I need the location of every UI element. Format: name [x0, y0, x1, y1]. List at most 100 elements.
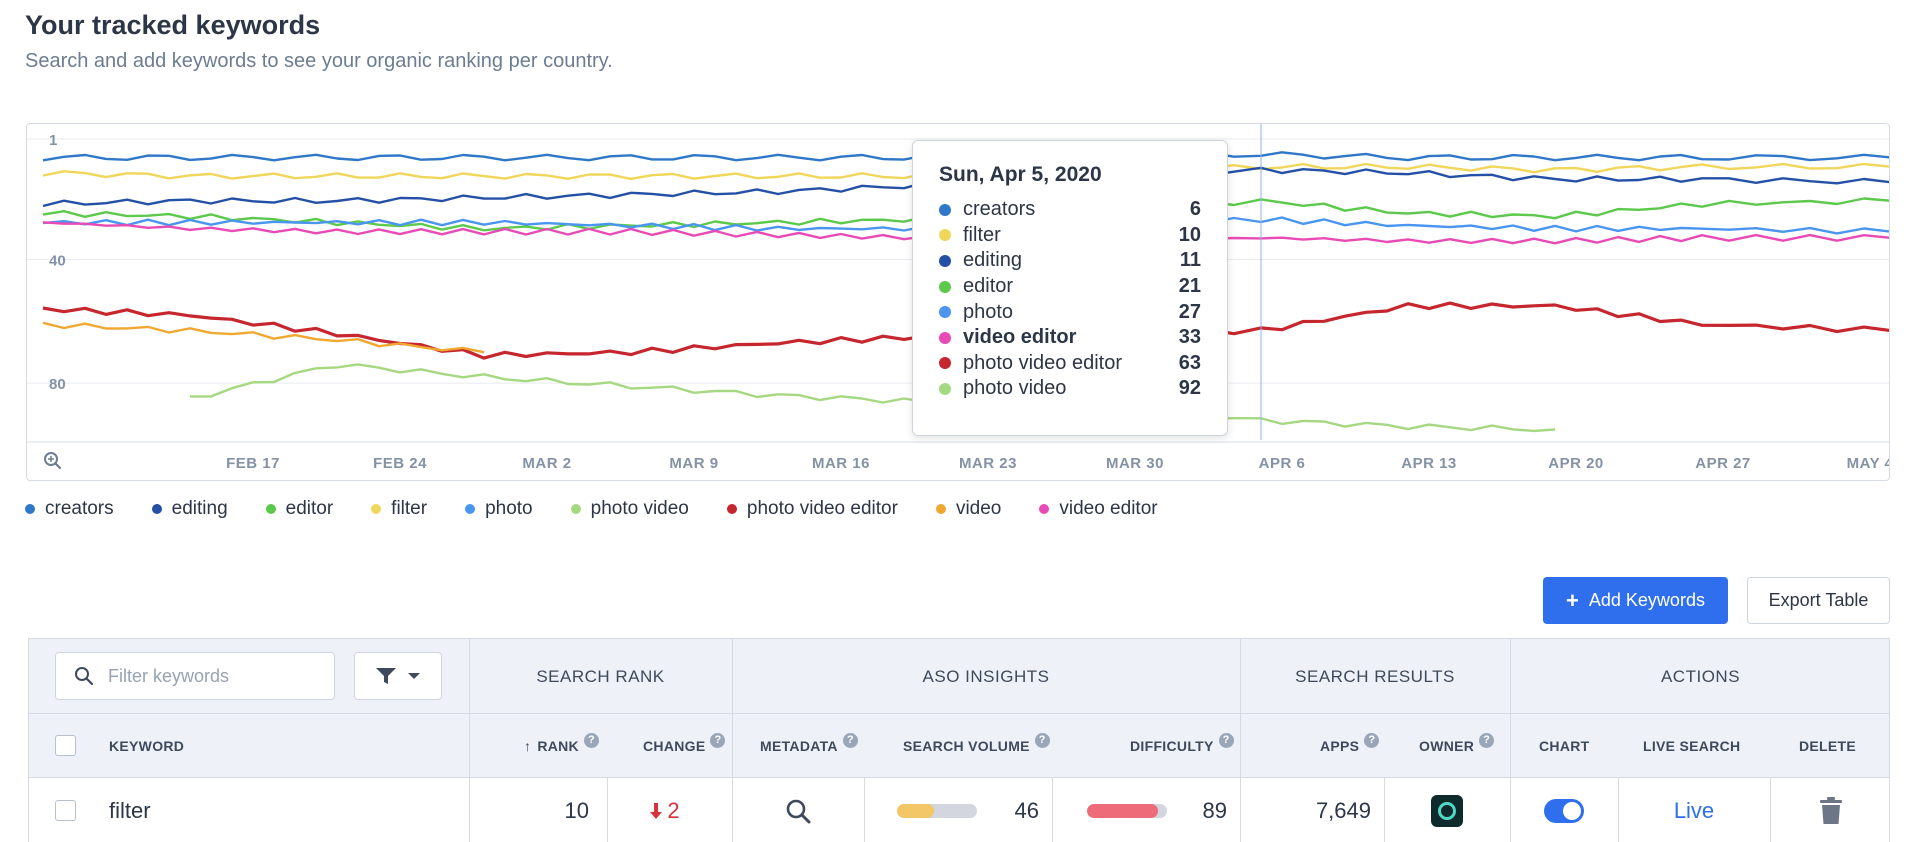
tooltip-series-value: 10 [1178, 223, 1201, 246]
col-chart: CHART [1539, 714, 1590, 778]
legend-dot [371, 504, 382, 514]
chart-legend: creators editing editor filter photo photo vi… [25, 498, 1196, 520]
tooltip-row: photo video editor 63 [939, 351, 1201, 377]
tooltip-row: editing 11 [939, 248, 1201, 274]
page-title: Your tracked keywords [25, 10, 321, 40]
zoom-icon[interactable] [44, 452, 62, 470]
legend-dot [726, 504, 737, 514]
page-subtitle: Search and add keywords to see your orga… [25, 50, 613, 72]
col-search-volume[interactable]: SEARCH VOLUME? [903, 714, 1050, 778]
divider [732, 639, 733, 842]
col-rank[interactable]: ↑ RANK? [524, 714, 599, 778]
series-line-video [42, 321, 485, 354]
x-tick-label: APR 20 [1548, 455, 1604, 472]
filter-keywords-field[interactable] [55, 652, 335, 700]
legend-label: photo [485, 498, 533, 519]
tooltip-date: Sun, Apr 5, 2020 [939, 163, 1102, 186]
legend-label: photo video editor [746, 498, 898, 519]
legend-label: photo video [590, 498, 689, 519]
arrow-down-icon [650, 802, 663, 819]
app-icon [1431, 794, 1463, 827]
col-change[interactable]: CHANGE? [643, 714, 726, 778]
legend-item[interactable]: creators [25, 498, 114, 520]
help-icon[interactable]: ? [1034, 732, 1050, 748]
divider [864, 778, 865, 842]
col-live-search: LIVE SEARCH [1643, 714, 1740, 778]
legend-item[interactable]: photo [465, 498, 533, 520]
col-difficulty[interactable]: DIFFICULTY? [1130, 714, 1234, 778]
help-icon[interactable]: ? [583, 732, 599, 748]
series-dot [939, 203, 951, 216]
help-icon[interactable]: ? [710, 732, 726, 748]
legend-item[interactable]: video [935, 498, 1002, 520]
legend-item[interactable]: editor [265, 498, 333, 520]
select-all-checkbox[interactable] [55, 735, 76, 756]
sort-arrow-icon: ↑ [524, 738, 532, 754]
export-table-button[interactable]: Export Table [1747, 577, 1890, 624]
legend-item[interactable]: photo video [570, 498, 689, 520]
legend-dot [570, 504, 581, 514]
group-search-results: SEARCH RESULTS [1295, 666, 1455, 686]
series-dot [939, 331, 951, 344]
legend-item[interactable]: filter [371, 498, 427, 520]
tooltip-series-name: photo [963, 300, 1014, 323]
difficulty-bar [1087, 803, 1167, 818]
x-tick-label: APR 13 [1401, 455, 1457, 472]
legend-dot [1039, 504, 1050, 514]
search-volume-value: 46 [1014, 797, 1039, 823]
help-icon[interactable]: ? [1364, 732, 1380, 748]
tooltip-row: creators 6 [939, 197, 1201, 223]
legend-dot [151, 504, 162, 514]
tooltip-series-value: 33 [1178, 326, 1201, 349]
search-icon[interactable] [785, 798, 811, 824]
search-icon [75, 667, 94, 686]
col-chart-label: CHART [1539, 738, 1590, 754]
chart-toggle[interactable] [1544, 798, 1584, 823]
legend-item[interactable]: photo video editor [726, 498, 898, 520]
x-tick-label: MAR 23 [959, 455, 1017, 472]
series-dot [939, 357, 951, 370]
tooltip-series-name: filter [963, 223, 1001, 246]
col-delete: DELETE [1799, 714, 1856, 778]
col-apps-label: APPS [1320, 738, 1360, 754]
trash-icon[interactable] [1819, 796, 1843, 825]
tooltip-series-value: 92 [1178, 377, 1201, 400]
search-volume-cell: 46 [897, 778, 1039, 842]
legend-item[interactable]: video editor [1039, 498, 1158, 520]
legend-dot [265, 504, 276, 514]
live-search-link[interactable]: Live [1673, 797, 1715, 823]
row-checkbox[interactable] [55, 800, 76, 821]
help-icon[interactable]: ? [1218, 732, 1234, 748]
tooltip-series-name: photo video editor [963, 351, 1123, 374]
filter-keywords-input[interactable] [108, 665, 308, 687]
x-tick-label: MAR 30 [1106, 455, 1164, 472]
x-tick-label: MAR 2 [522, 455, 571, 472]
series-dot [939, 306, 951, 319]
legend-dot [465, 504, 476, 514]
col-difficulty-label: DIFFICULTY [1130, 738, 1214, 754]
filter-dropdown-button[interactable] [354, 652, 442, 700]
legend-label: video [955, 498, 1002, 519]
legend-label: filter [391, 498, 428, 519]
help-icon[interactable]: ? [1479, 732, 1495, 748]
col-delete-label: DELETE [1799, 738, 1857, 754]
divider [469, 639, 470, 842]
help-icon[interactable]: ? [842, 732, 858, 748]
filter-icon [376, 668, 396, 684]
legend-label: video editor [1059, 498, 1158, 519]
metadata-cell[interactable] [732, 778, 864, 842]
add-keywords-label: Add Keywords [1588, 590, 1705, 610]
col-owner[interactable]: OWNER? [1419, 714, 1495, 778]
tooltip-series-name: photo video [963, 377, 1067, 400]
y-tick-label: 1 [49, 132, 57, 149]
legend-item[interactable]: editing [151, 498, 228, 520]
keywords-table: SEARCH RANK ASO INSIGHTS SEARCH RESULTS … [28, 638, 1890, 842]
col-apps[interactable]: APPS? [1320, 714, 1380, 778]
keyword-cell: filter [109, 797, 151, 823]
rank-cell: 10 [564, 797, 589, 823]
col-keyword[interactable]: KEYWORD [109, 714, 184, 778]
add-keywords-button[interactable]: + Add Keywords [1543, 577, 1728, 624]
divider [1384, 778, 1385, 842]
table-group-header [29, 639, 1889, 714]
col-metadata[interactable]: METADATA? [760, 714, 858, 778]
